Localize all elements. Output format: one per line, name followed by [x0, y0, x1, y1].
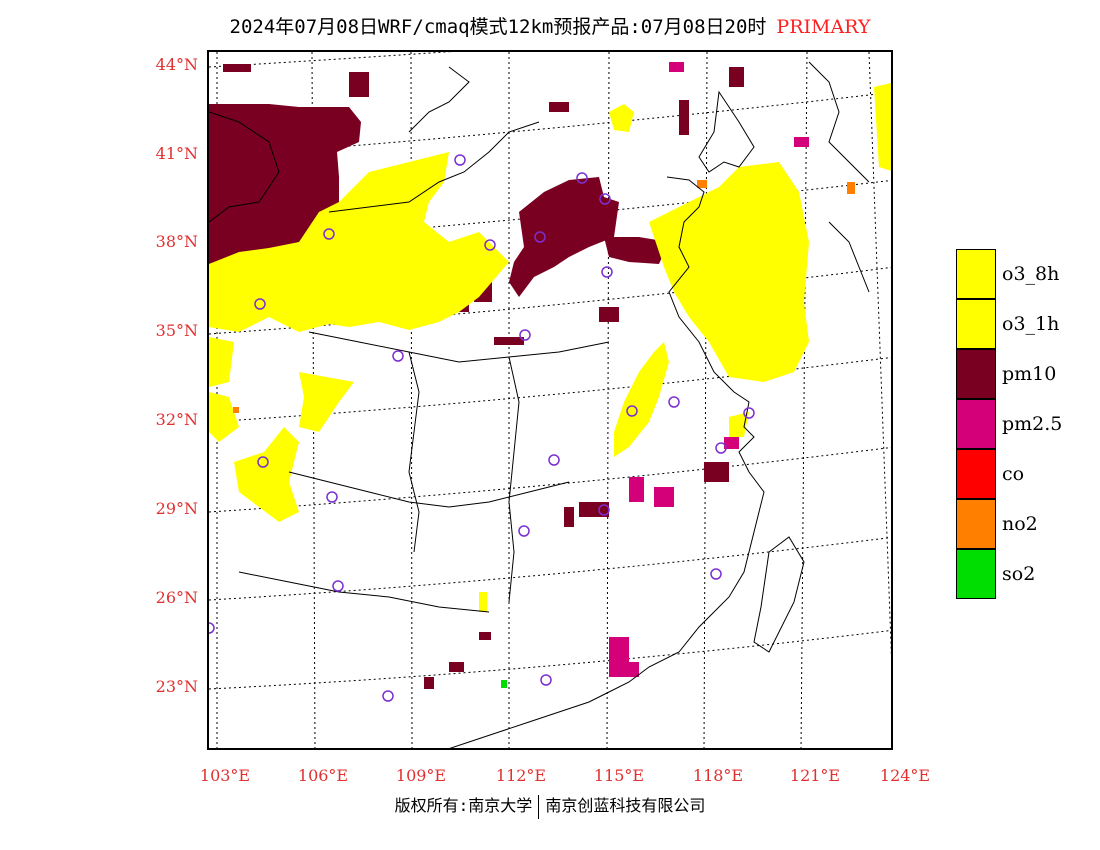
copyright-footer: 版权所有:南京大学 南京创蓝科技有限公司 — [0, 792, 1100, 819]
lon-label: 118°E — [692, 766, 744, 785]
legend-swatch — [956, 299, 996, 349]
lat-label: 29°N — [155, 499, 198, 518]
legend-swatch — [956, 499, 996, 549]
legend-swatch — [956, 449, 996, 499]
legend-swatch — [956, 349, 996, 399]
legend-label: o3_8h — [1002, 263, 1060, 285]
legend-label: pm2.5 — [1002, 413, 1063, 435]
legend-swatch — [956, 549, 996, 599]
so2-areas — [501, 680, 507, 688]
lon-label: 106°E — [297, 766, 349, 785]
lat-label: 41°N — [155, 144, 198, 163]
footer-left: 版权所有:南京大学 — [394, 796, 533, 815]
legend-label: so2 — [1002, 563, 1036, 585]
lon-label: 109°E — [395, 766, 447, 785]
lat-label: 26°N — [155, 588, 198, 607]
pm10-areas — [209, 64, 744, 689]
lon-label: 112°E — [495, 766, 547, 785]
legend-swatch — [956, 249, 996, 299]
footer-right: 南京创蓝科技有限公司 — [545, 796, 706, 815]
lat-label: 44°N — [155, 55, 198, 74]
lon-label: 103°E — [199, 766, 251, 785]
pollution-map — [207, 50, 893, 750]
legend-label: pm10 — [1002, 363, 1057, 385]
map-canvas — [209, 52, 891, 748]
no2-areas — [233, 180, 855, 413]
lat-label: 32°N — [155, 410, 198, 429]
title-text: 2024年07月08日WRF/cmaq模式12km预报产品:07月08日20时 — [229, 16, 767, 38]
lon-label: 124°E — [879, 766, 931, 785]
station-markers — [209, 154, 755, 702]
map-title: 2024年07月08日WRF/cmaq模式12km预报产品:07月08日20时 P… — [0, 12, 1100, 39]
legend-label: no2 — [1002, 513, 1038, 535]
legend-label: o3_1h — [1002, 313, 1060, 335]
primary-tag: PRIMARY — [776, 16, 871, 38]
boundaries — [209, 61, 870, 748]
legend-label: co — [1002, 463, 1025, 485]
footer-separator — [538, 794, 540, 819]
lon-label: 115°E — [593, 766, 645, 785]
pm25-areas — [609, 62, 809, 677]
lat-label: 35°N — [155, 321, 198, 340]
lat-label: 23°N — [155, 677, 198, 696]
legend-swatch — [956, 399, 996, 449]
lon-label: 121°E — [789, 766, 841, 785]
lat-label: 38°N — [155, 232, 198, 251]
